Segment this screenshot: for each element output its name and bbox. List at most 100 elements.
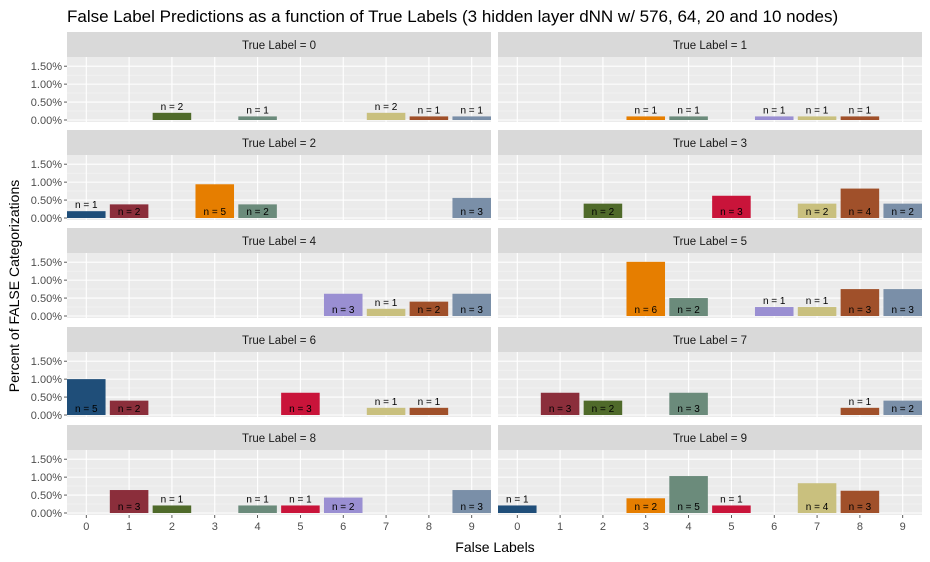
bar <box>712 505 751 513</box>
bar-count-label: n = 2 <box>634 502 657 513</box>
bar <box>797 307 837 316</box>
bar <box>452 197 491 218</box>
facet-strip-label: True Label = 2 <box>242 138 316 150</box>
bar-count-label: n = 3 <box>460 305 483 316</box>
y-tick-label: 0.00% <box>31 115 62 127</box>
bar <box>754 116 794 120</box>
x-tick-label: 7 <box>814 521 820 533</box>
bar <box>797 116 837 120</box>
facet-strip-label: True Label = 3 <box>673 138 747 150</box>
y-tick-label: 0.50% <box>31 392 62 404</box>
bar <box>452 293 491 316</box>
x-axis-title: False Labels <box>455 539 534 555</box>
bar-count-label: n = 1 <box>375 298 398 309</box>
y-tick-label: 0.00% <box>31 410 62 422</box>
bar <box>452 116 491 120</box>
facet-panel: True Label = 8 n = 3 n = 1 n = 1 n = 1 n = 2 n… <box>67 425 491 515</box>
bar <box>626 261 666 316</box>
bar-count-label: n = 4 <box>806 502 829 513</box>
facet-panel: True Label = 4 n = 3 n = 1 n = 2 n = 3 <box>67 228 491 318</box>
x-axis-ticks: 0 1 2 3 4 5 6 7 8 9 0 1 2 3 4 5 6 7 8 9 <box>83 515 906 533</box>
bar <box>238 116 277 120</box>
bar-count-label: n = 3 <box>849 502 872 513</box>
bar <box>840 490 880 513</box>
bar <box>883 400 922 415</box>
facet-strip-label: True Label = 4 <box>242 236 317 248</box>
bar <box>669 298 708 316</box>
facet-panel: True Label = 7 n = 3 n = 2 n = 3 n = 1 n = 2 <box>498 327 922 417</box>
bar <box>669 476 708 513</box>
bar-count-label: n = 3 <box>460 502 483 513</box>
bar <box>152 505 192 513</box>
bar <box>152 112 192 120</box>
bar <box>409 116 449 120</box>
facet-strip <box>498 32 922 57</box>
bar <box>669 392 708 415</box>
bar <box>409 301 449 316</box>
bar <box>452 490 491 513</box>
bar-count-label: n = 2 <box>118 404 141 415</box>
bar <box>409 407 449 415</box>
y-axis-title: Percent of FALSE Categorizations <box>6 180 22 392</box>
bar-count-label: n = 1 <box>763 296 786 307</box>
bar-count-label: n = 3 <box>460 207 483 218</box>
bar <box>238 505 277 513</box>
facet-panel: True Label = 2 n = 1 n = 2 n = 5 n = 2 n = 3 <box>67 130 491 220</box>
bar-count-label: n = 1 <box>506 494 529 505</box>
bar-count-label: n = 1 <box>460 105 483 116</box>
bar-count-label: n = 5 <box>677 502 700 513</box>
bar <box>840 407 880 415</box>
bar-count-label: n = 6 <box>634 305 657 316</box>
bar <box>883 203 922 218</box>
bar <box>281 505 320 513</box>
bar <box>626 116 666 120</box>
bar <box>712 195 751 218</box>
x-tick-label: 2 <box>600 521 606 533</box>
x-tick-label: 5 <box>297 521 303 533</box>
x-tick-label: 5 <box>728 521 734 533</box>
bar-count-label: n = 2 <box>418 305 441 316</box>
x-tick-label: 4 <box>686 521 692 533</box>
x-tick-label: 3 <box>643 521 649 533</box>
bar-count-label: n = 5 <box>75 404 98 415</box>
x-tick-label: 9 <box>469 521 475 533</box>
x-tick-label: 9 <box>900 521 906 533</box>
bar-count-label: n = 3 <box>289 404 312 415</box>
y-tick-label: 1.00% <box>31 374 62 386</box>
y-tick-label: 0.50% <box>31 195 62 207</box>
bar-count-label: n = 1 <box>246 494 269 505</box>
bar <box>840 188 880 218</box>
y-tick-label: 0.00% <box>31 311 62 323</box>
bar-count-label: n = 1 <box>375 397 398 408</box>
bar-count-label: n = 1 <box>806 296 829 307</box>
y-tick-label: 1.50% <box>31 61 62 73</box>
bar <box>323 497 363 513</box>
bar <box>883 289 922 316</box>
bar-count-label: n = 2 <box>118 207 141 218</box>
facet-strip <box>67 228 491 253</box>
bar-count-label: n = 1 <box>806 105 829 116</box>
bar <box>238 204 277 218</box>
x-tick-label: 1 <box>557 521 563 533</box>
facet-panel: True Label = 3 n = 2 n = 3 n = 2 n = 4 n = 2 <box>498 130 922 220</box>
x-tick-label: 6 <box>771 521 777 533</box>
bar <box>797 203 837 218</box>
bar <box>626 498 666 513</box>
bar-count-label: n = 1 <box>677 105 700 116</box>
facet-strip-label: True Label = 8 <box>242 433 316 445</box>
bar-count-label: n = 3 <box>118 502 141 513</box>
bar-count-label: n = 5 <box>203 207 226 218</box>
bar-count-label: n = 3 <box>720 207 743 218</box>
x-tick-label: 1 <box>126 521 132 533</box>
bar <box>323 293 363 316</box>
bar-count-label: n = 1 <box>634 105 657 116</box>
bar <box>109 204 149 218</box>
bar-count-label: n = 3 <box>677 404 700 415</box>
y-tick-label: 1.00% <box>31 79 62 91</box>
y-tick-label: 1.50% <box>31 257 62 269</box>
facet-panel: True Label = 9 n = 1 n = 2 n = 5 n = 1 n = 4 n… <box>498 425 922 515</box>
bar <box>366 308 406 316</box>
bar <box>281 392 320 415</box>
x-tick-label: 7 <box>383 521 389 533</box>
